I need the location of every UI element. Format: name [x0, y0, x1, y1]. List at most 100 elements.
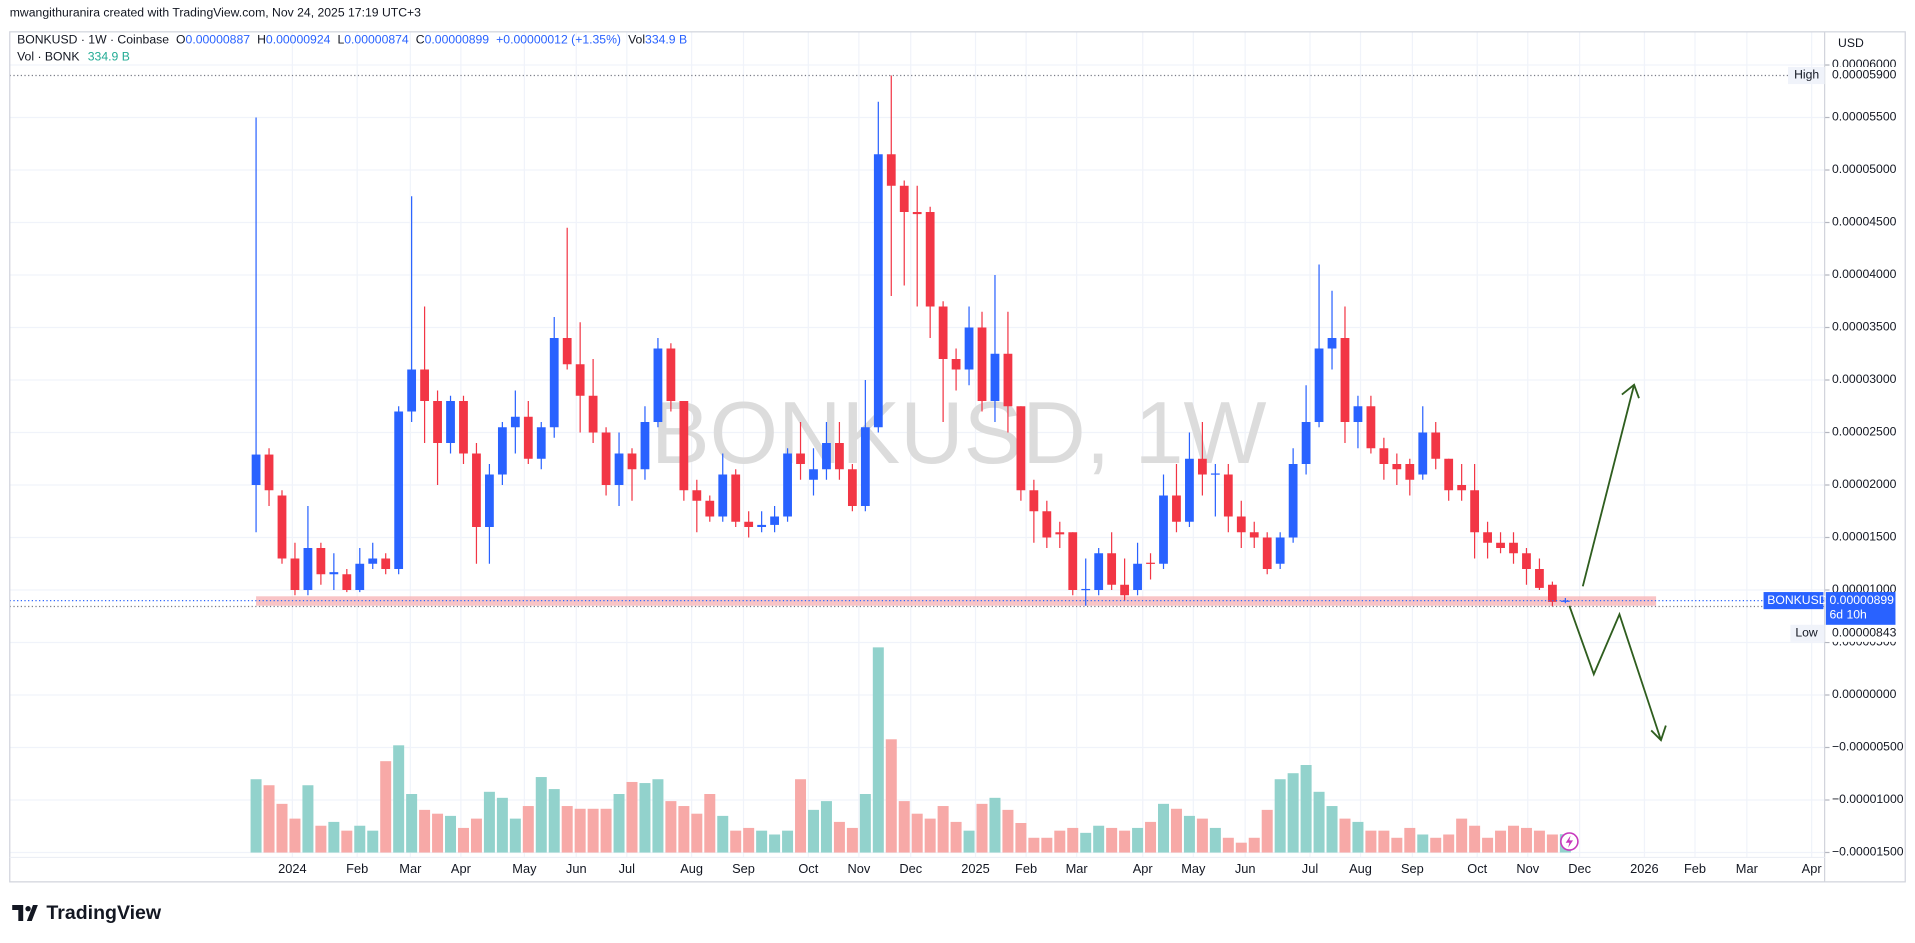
volume-bar — [548, 789, 560, 853]
volume-bar — [1261, 809, 1273, 853]
legend-key: L — [337, 33, 344, 47]
volume-bar — [1002, 809, 1014, 853]
candle-body — [1197, 458, 1207, 475]
candle-body — [510, 416, 520, 428]
candle-body — [977, 327, 987, 402]
volume-bar — [1067, 827, 1079, 853]
candle-body — [886, 154, 896, 186]
volume-bar — [989, 797, 1001, 853]
candle-body — [692, 490, 702, 501]
candle-body — [1262, 537, 1272, 570]
legend-change: +0.00000012 (+1.35%) — [496, 33, 621, 47]
volume-bar — [1196, 818, 1208, 853]
legend-value: 0.00000924 — [266, 33, 331, 47]
symbol-tag: BONKUSD — [1767, 593, 1828, 607]
volume-bar — [302, 785, 314, 853]
candle-body — [627, 453, 637, 470]
candle-body — [394, 411, 404, 570]
candle-body — [860, 427, 870, 507]
volume-bar — [795, 779, 807, 853]
candle-body — [562, 338, 572, 365]
volume-bar — [976, 803, 988, 853]
candle-body — [938, 306, 948, 360]
volume-bar — [911, 813, 923, 853]
y-tick-label: 0.00004500 — [1832, 215, 1897, 229]
legend-value: 334.9 B — [645, 33, 687, 47]
candle-body — [355, 563, 365, 591]
candle-body — [744, 521, 754, 528]
x-tick-label: Dec — [1568, 861, 1591, 876]
x-tick-label: Apr — [451, 861, 472, 876]
volume-bar — [743, 827, 755, 853]
candle-body — [1327, 338, 1337, 349]
legend-key: O — [176, 33, 186, 47]
candle-body — [1068, 532, 1078, 591]
candle-body — [822, 443, 831, 470]
candle-body — [1457, 485, 1467, 491]
candle-body — [316, 548, 326, 575]
volume-bar — [782, 830, 794, 853]
volume-bar — [509, 818, 521, 853]
volume-bar — [872, 647, 884, 853]
volume-bar — [1080, 832, 1092, 853]
candle-body — [1042, 511, 1052, 538]
volume-bar — [665, 801, 677, 853]
x-tick-label: Apr — [1802, 861, 1823, 876]
candle-body — [912, 212, 922, 215]
legend-value: 0.00000887 — [186, 33, 251, 47]
volume-bar — [1326, 806, 1338, 853]
last-price-bg — [1825, 592, 1896, 626]
x-tick-label: Jul — [619, 861, 635, 876]
candle-body — [1431, 432, 1441, 459]
candle-body — [329, 572, 339, 575]
x-tick-label: Feb — [346, 861, 368, 876]
high-price-bg — [1825, 66, 1905, 85]
volume-bar — [1145, 821, 1157, 853]
volume-bar — [406, 794, 418, 853]
candle-body — [1185, 458, 1194, 522]
volume-legend-name: Vol · BONK — [17, 50, 79, 64]
y-tick-label: 0.00002000 — [1832, 477, 1897, 491]
volume-bar — [535, 777, 547, 853]
volume-bar — [522, 806, 534, 853]
countdown: 6d 10h — [1830, 607, 1867, 621]
candle-body — [873, 154, 883, 428]
volume-bar — [756, 830, 768, 853]
legend-value: 0.00000899 — [425, 33, 490, 47]
volume-bar — [367, 830, 379, 853]
attribution: mwangithuranira created with TradingView… — [10, 6, 421, 20]
candle-body — [925, 212, 935, 307]
x-tick-label: Dec — [899, 861, 922, 876]
candle-body — [459, 401, 468, 454]
currency: USD — [1838, 36, 1864, 50]
x-tick-label: May — [512, 861, 537, 876]
volume-bar — [626, 781, 638, 853]
candle-body — [1146, 562, 1155, 564]
low-price-bg — [1825, 624, 1905, 642]
candle-body — [640, 422, 650, 470]
candle-body — [1159, 495, 1168, 564]
candle-body — [1340, 338, 1350, 423]
candle-body — [264, 454, 274, 491]
volume-bar — [730, 830, 742, 853]
low-price: 0.00000843 — [1832, 626, 1897, 640]
candle-body — [277, 495, 287, 559]
volume-bar — [1300, 765, 1312, 853]
volume-bar — [898, 801, 910, 853]
candle-body — [1353, 406, 1363, 423]
volume-bar — [1041, 837, 1053, 853]
volume-bar — [1313, 791, 1325, 853]
candle-body — [1509, 542, 1518, 554]
candle-body — [951, 359, 961, 370]
candle-body — [433, 401, 442, 444]
alert-icon[interactable] — [1560, 832, 1579, 851]
volume-bar — [470, 818, 482, 853]
volume-bar — [820, 801, 832, 853]
candle-body — [1094, 553, 1104, 591]
volume-bar — [1443, 834, 1455, 853]
candle-body — [1249, 532, 1259, 538]
watermark: BONKUSD, 1W — [651, 383, 1267, 482]
x-tick-label: Feb — [1684, 861, 1706, 876]
